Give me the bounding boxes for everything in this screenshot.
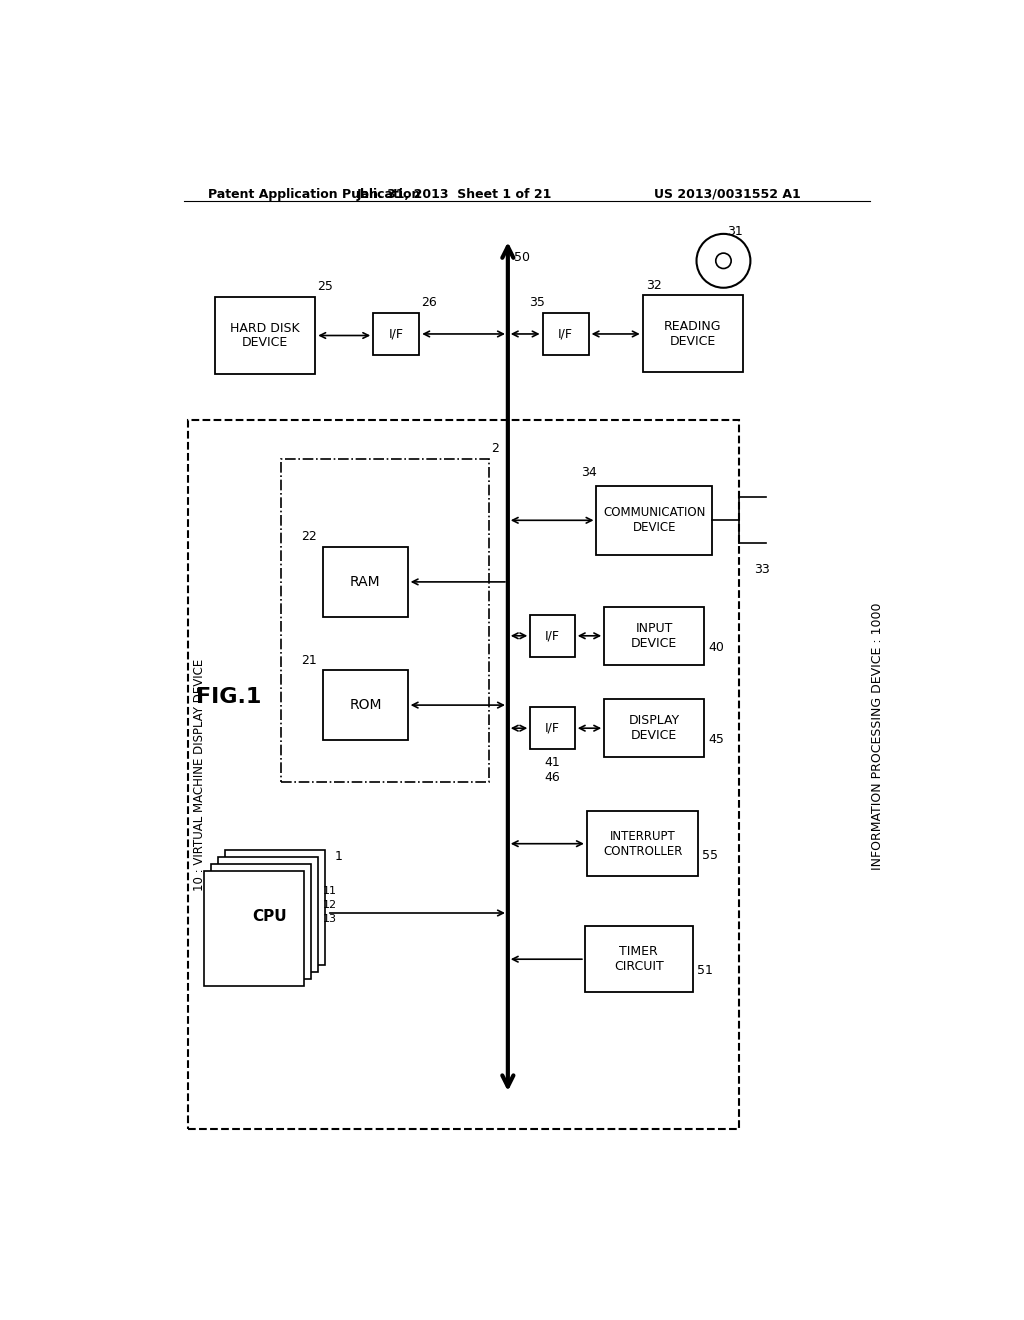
Text: I/F: I/F	[389, 327, 403, 341]
Bar	[643, 296, 742, 372]
Bar	[323, 671, 408, 739]
Bar	[373, 313, 419, 355]
Text: 10 : VIRTUAL MACHINE DISPLAY DEVICE: 10 : VIRTUAL MACHINE DISPLAY DEVICE	[193, 659, 206, 891]
Bar	[530, 708, 574, 750]
Text: I/F: I/F	[545, 722, 560, 735]
Text: 2: 2	[490, 442, 499, 455]
Text: 22: 22	[301, 531, 317, 544]
Text: 45: 45	[708, 733, 724, 746]
Text: INPUT
DEVICE: INPUT DEVICE	[631, 622, 677, 649]
Text: 33: 33	[755, 562, 770, 576]
Text: 21: 21	[301, 653, 317, 667]
Bar	[530, 615, 574, 657]
Bar	[211, 863, 310, 979]
Text: 51: 51	[696, 964, 713, 977]
Bar	[543, 313, 589, 355]
Text: INTERRUPT
CONTROLLER: INTERRUPT CONTROLLER	[603, 830, 682, 858]
Bar	[587, 810, 698, 876]
Text: READING
DEVICE: READING DEVICE	[664, 319, 722, 348]
Text: RAM: RAM	[350, 576, 381, 589]
Text: 50: 50	[514, 251, 530, 264]
Text: ROM: ROM	[349, 698, 382, 711]
Text: INFORMATION PROCESSING DEVICE : 1000: INFORMATION PROCESSING DEVICE : 1000	[871, 602, 884, 870]
Bar	[596, 486, 712, 554]
Bar	[281, 459, 488, 781]
Text: DISPLAY
DEVICE: DISPLAY DEVICE	[629, 714, 680, 742]
Text: 12: 12	[323, 900, 337, 909]
Text: 35: 35	[528, 296, 545, 309]
Text: 13: 13	[323, 913, 337, 924]
Text: TIMER
CIRCUIT: TIMER CIRCUIT	[613, 945, 664, 973]
Bar	[204, 871, 304, 986]
Text: I/F: I/F	[545, 630, 560, 643]
Text: Patent Application Publication: Patent Application Publication	[208, 187, 420, 201]
Text: 46: 46	[545, 771, 560, 784]
Text: 40: 40	[708, 640, 724, 653]
Text: FIG.1: FIG.1	[196, 688, 261, 708]
Bar	[604, 700, 705, 758]
Text: 41: 41	[545, 755, 560, 768]
Text: 31: 31	[727, 224, 743, 238]
Text: 1: 1	[335, 850, 342, 863]
Text: US 2013/0031552 A1: US 2013/0031552 A1	[653, 187, 801, 201]
Text: 26: 26	[421, 296, 436, 309]
Text: 25: 25	[316, 280, 333, 293]
Text: I/F: I/F	[558, 327, 573, 341]
Text: Jan. 31, 2013  Sheet 1 of 21: Jan. 31, 2013 Sheet 1 of 21	[356, 187, 552, 201]
Text: 55: 55	[702, 849, 718, 862]
Text: 11: 11	[323, 886, 337, 896]
Bar	[188, 420, 739, 1129]
Text: CPU: CPU	[252, 909, 287, 924]
Bar	[604, 607, 705, 665]
Bar	[215, 297, 315, 374]
Bar	[217, 857, 317, 973]
Text: HARD DISK
DEVICE: HARD DISK DEVICE	[230, 322, 300, 350]
Text: 32: 32	[646, 279, 663, 292]
Bar	[323, 548, 408, 616]
Bar	[224, 850, 325, 965]
Text: COMMUNICATION
DEVICE: COMMUNICATION DEVICE	[603, 507, 706, 535]
Text: 34: 34	[581, 466, 597, 479]
Bar	[585, 927, 692, 991]
